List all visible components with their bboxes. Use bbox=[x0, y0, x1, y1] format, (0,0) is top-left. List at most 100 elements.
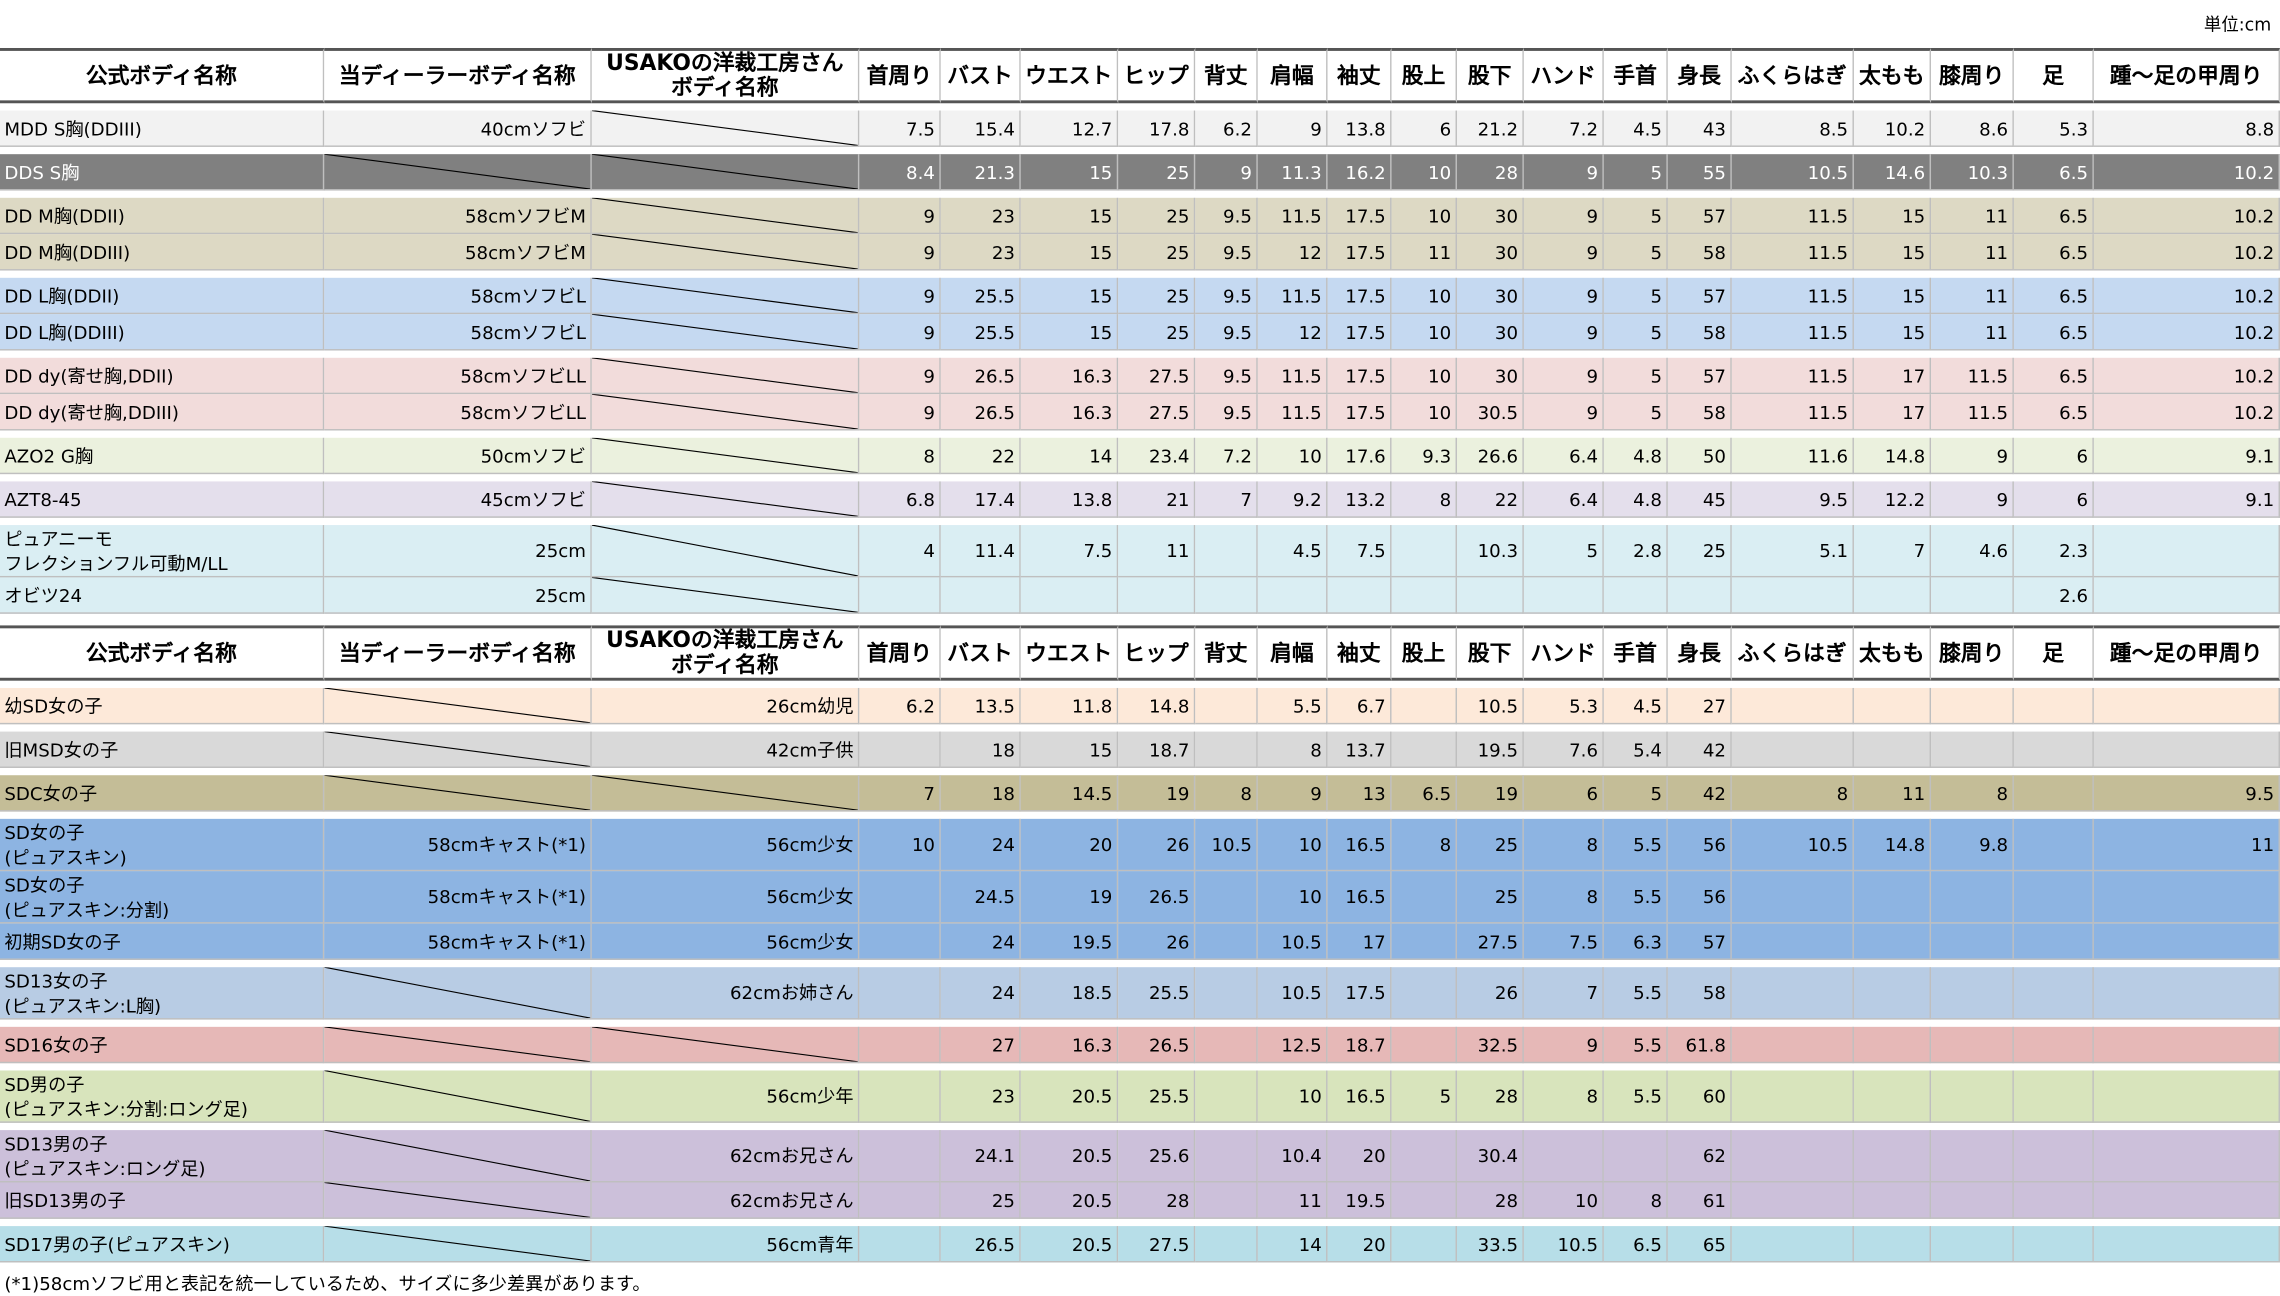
column-header: 手首 bbox=[1603, 47, 1668, 104]
diagonal-line bbox=[591, 314, 858, 350]
value-cell: 8.5 bbox=[1731, 110, 1854, 147]
value-cell: 5 bbox=[1603, 154, 1668, 191]
value-cell: 23 bbox=[940, 234, 1021, 271]
value-cell: 9 bbox=[859, 314, 941, 351]
diagonal-line bbox=[324, 967, 591, 1019]
value-cell: 6.5 bbox=[2013, 154, 2094, 191]
diagonal-line bbox=[591, 277, 858, 313]
value-cell: 10 bbox=[1257, 437, 1328, 475]
value-cell: 13.5 bbox=[940, 687, 1021, 725]
value-cell bbox=[1391, 731, 1457, 768]
name-cell bbox=[324, 775, 592, 812]
value-cell: 33.5 bbox=[1456, 1226, 1524, 1263]
value-cell: 11 bbox=[1931, 277, 2014, 315]
column-header: ウエスト bbox=[1020, 625, 1119, 681]
value-cell: 5.5 bbox=[1603, 871, 1668, 924]
value-cell bbox=[1853, 1070, 1932, 1123]
name-cell bbox=[591, 277, 860, 315]
value-cell: 9 bbox=[1195, 154, 1258, 191]
name-cell bbox=[324, 1026, 592, 1064]
value-cell: 9 bbox=[1523, 277, 1604, 315]
value-cell: 6.5 bbox=[2013, 234, 2094, 271]
value-cell: 20.5 bbox=[1020, 1226, 1119, 1263]
value-cell bbox=[1931, 577, 2014, 614]
value-cell bbox=[1853, 871, 1932, 924]
value-cell bbox=[2093, 967, 2280, 1020]
diagonal bbox=[591, 775, 858, 811]
value-cell: 6.5 bbox=[2013, 314, 2094, 351]
value-cell bbox=[2093, 731, 2280, 768]
value-cell: 5.1 bbox=[1731, 525, 1854, 578]
diagonal-line bbox=[591, 357, 858, 393]
value-cell: 25 bbox=[940, 1182, 1021, 1219]
value-cell: 25.5 bbox=[940, 314, 1021, 351]
value-cell bbox=[1853, 1226, 1932, 1263]
value-cell bbox=[1327, 577, 1392, 614]
value-cell: 6.4 bbox=[1523, 481, 1604, 518]
column-header: 袖丈 bbox=[1327, 625, 1392, 681]
value-cell: 5 bbox=[1603, 277, 1668, 315]
value-cell: 4 bbox=[859, 525, 941, 578]
value-cell: 11.5 bbox=[1257, 197, 1328, 235]
name-cell bbox=[324, 1182, 592, 1219]
diagonal-line bbox=[324, 1226, 591, 1262]
value-cell: 10 bbox=[1257, 1070, 1328, 1123]
column-header: 股上 bbox=[1391, 47, 1457, 104]
value-cell: 11 bbox=[1118, 525, 1196, 578]
value-cell: 7.5 bbox=[859, 110, 941, 147]
value-cell: 17.4 bbox=[940, 481, 1021, 518]
value-cell: 11.5 bbox=[1257, 394, 1328, 431]
value-cell: 24 bbox=[940, 923, 1021, 960]
value-cell: 15 bbox=[1853, 197, 1932, 235]
name-cell bbox=[591, 110, 860, 147]
name-cell: 56cm少年 bbox=[591, 1070, 860, 1123]
value-cell: 9.3 bbox=[1391, 437, 1457, 475]
name-cell: DD L胸(DDII) bbox=[0, 277, 325, 315]
value-cell bbox=[2093, 1070, 2280, 1123]
value-cell: 9 bbox=[1257, 110, 1328, 147]
value-cell: 65 bbox=[1667, 1226, 1732, 1263]
name-cell: 26cm幼児 bbox=[591, 687, 860, 725]
value-cell: 8 bbox=[1257, 731, 1328, 768]
value-cell: 60 bbox=[1667, 1070, 1732, 1123]
value-cell bbox=[1391, 687, 1457, 725]
value-cell: 42 bbox=[1667, 731, 1732, 768]
value-cell bbox=[1257, 577, 1328, 614]
value-cell: 15 bbox=[1853, 314, 1932, 351]
value-cell: 5.3 bbox=[1523, 687, 1604, 725]
diagonal bbox=[591, 234, 858, 270]
column-header: 公式ボディ名称 bbox=[0, 47, 325, 104]
value-cell: 24 bbox=[940, 967, 1021, 1020]
value-cell: 18.7 bbox=[1327, 1026, 1392, 1064]
value-cell: 5 bbox=[1603, 357, 1668, 395]
value-cell: 6.5 bbox=[1391, 775, 1457, 812]
column-header: 肩幅 bbox=[1257, 47, 1328, 104]
diagonal bbox=[324, 967, 591, 1019]
value-cell: 10.3 bbox=[1931, 154, 2014, 191]
diagonal-line bbox=[324, 731, 591, 767]
value-cell: 20 bbox=[1020, 818, 1119, 872]
value-cell bbox=[1391, 525, 1457, 578]
value-cell: 30.4 bbox=[1456, 1130, 1524, 1183]
value-cell: 10 bbox=[1257, 871, 1328, 924]
value-cell: 9.1 bbox=[2093, 481, 2280, 518]
value-cell: 11 bbox=[1391, 234, 1457, 271]
value-cell: 5.5 bbox=[1603, 1026, 1668, 1064]
diagonal bbox=[591, 314, 858, 350]
name-cell: 42cm子供 bbox=[591, 731, 860, 768]
value-cell: 27.5 bbox=[1118, 1226, 1196, 1263]
diagonal bbox=[591, 357, 858, 393]
value-cell bbox=[1195, 1182, 1258, 1219]
value-cell bbox=[1853, 967, 1932, 1020]
value-cell: 9 bbox=[859, 197, 941, 235]
diagonal bbox=[324, 1026, 591, 1062]
column-header: 公式ボディ名称 bbox=[0, 625, 325, 681]
value-cell bbox=[1931, 1226, 2014, 1263]
value-cell: 2.6 bbox=[2013, 577, 2094, 614]
value-cell: 27.5 bbox=[1118, 394, 1196, 431]
name-cell bbox=[591, 775, 860, 812]
value-cell: 7.5 bbox=[1020, 525, 1119, 578]
value-cell bbox=[1456, 577, 1524, 614]
value-cell: 22 bbox=[940, 437, 1021, 475]
name-cell bbox=[324, 1226, 592, 1263]
